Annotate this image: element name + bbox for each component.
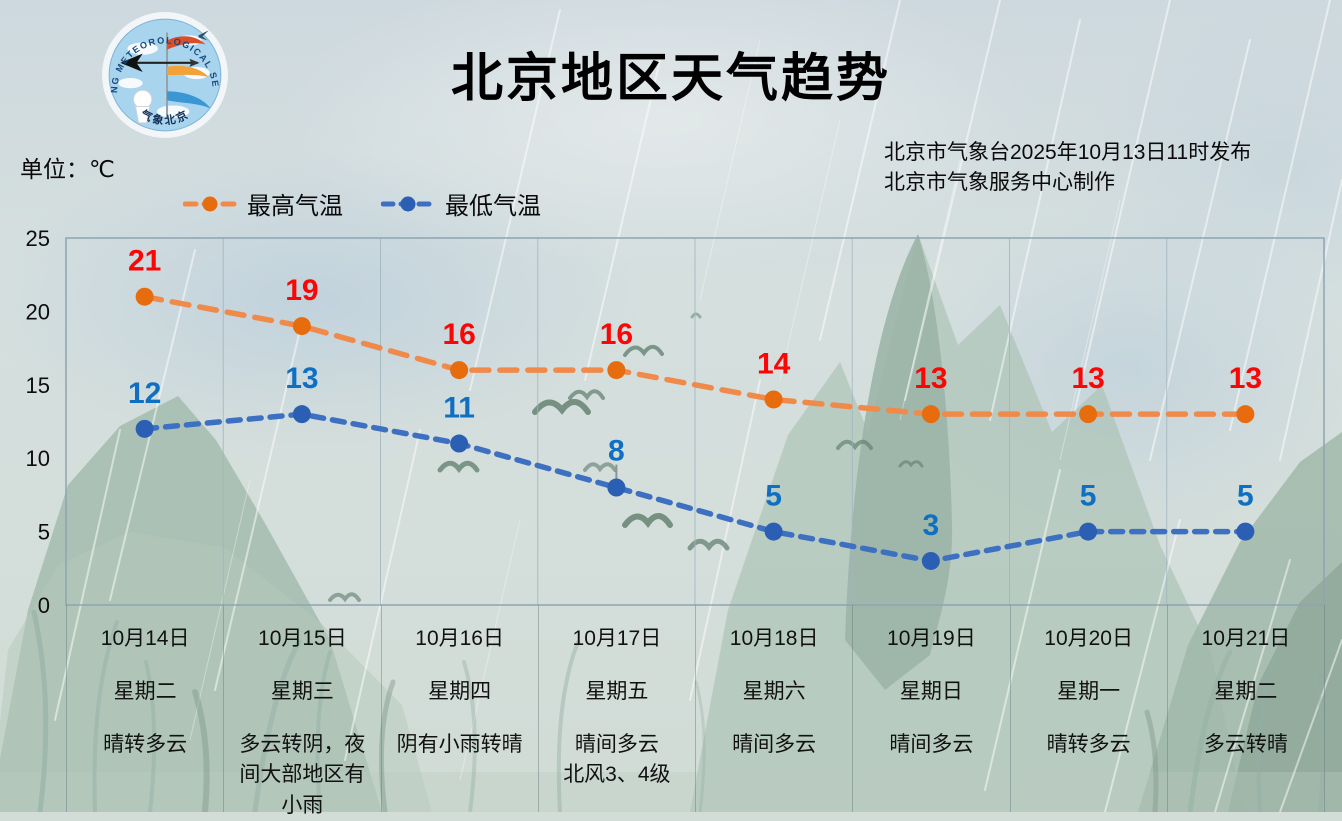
date-label: 10月18日 <box>729 627 819 650</box>
day-column: 10月17日 星期五晴间多云 北风3、4级 <box>537 605 695 812</box>
issue-info: 北京市气象台2025年10月13日11时发布 北京市气象服务中心制作 <box>884 138 1251 198</box>
weather-label: 晴转多云 <box>1046 733 1131 756</box>
day-column: 10月15日 星期三多云转阴，夜间大部地区有小雨 <box>223 605 380 817</box>
date-label: 10月21日 <box>1201 627 1291 650</box>
logo-wind-vane <box>120 53 200 72</box>
weekday-label: 星期三 <box>270 680 334 703</box>
weekday-label: 星期四 <box>428 680 492 703</box>
legend-label-max-temp: 最高气温 <box>247 193 343 220</box>
date-label: 10月15日 <box>258 627 347 650</box>
date-label: 10月16日 <box>415 627 504 650</box>
issue-line-2: 北京市气象服务中心制作 <box>884 171 1115 194</box>
weather-label: 晴间多云 <box>889 733 974 756</box>
day-column: 10月19日 星期日晴间多云 <box>852 605 1009 812</box>
date-label: 10月19日 <box>887 627 976 650</box>
weekday-label: 星期二 <box>1214 680 1278 703</box>
weekday-label: 星期六 <box>742 680 806 703</box>
grass <box>31 609 1325 812</box>
day-column: 10月16日 星期四阴有小雨转晴 <box>380 605 538 812</box>
day-column: 10月20日 星期一晴转多云 <box>1009 605 1167 812</box>
weather-label: 阴有小雨转晴 <box>396 733 523 756</box>
logo-radar-dome <box>133 89 153 124</box>
weather-label: 晴间多云 北风3、4级 <box>563 733 671 787</box>
legend-label-min-temp: 最低气温 <box>445 193 541 220</box>
issue-line-1: 北京市气象台2025年10月13日11时发布 <box>884 141 1252 164</box>
weather-label: 晴间多云 <box>732 733 817 756</box>
date-label: 10月20日 <box>1044 627 1133 650</box>
unit-label: 单位：℃ <box>20 156 115 182</box>
day-column: 10月14日 星期二晴转多云 <box>66 605 223 812</box>
weekday-label: 星期二 <box>113 680 177 703</box>
weather-label: 多云转晴 <box>1203 733 1288 756</box>
beijing-meteorological-service-logo: BEIJING METEOROLOGICAL SERVICE 气象北京 <box>100 10 228 138</box>
day-column: 10月18日 星期六晴间多云 <box>695 605 852 812</box>
weekday-label: 星期日 <box>899 680 963 703</box>
legend-item-min-temp: 最低气温 <box>381 186 541 221</box>
chart-legend: 最高气温 最低气温 <box>183 186 541 221</box>
weekday-label: 星期一 <box>1057 680 1121 703</box>
date-label: 10月17日 <box>572 627 662 650</box>
max-temp-legend-marker-icon <box>183 196 237 211</box>
date-label: 10月14日 <box>100 627 190 650</box>
page-title: 北京地区天气趋势 <box>450 50 891 108</box>
weather-label: 多云转阴，夜间大部地区有小雨 <box>239 733 366 817</box>
weekday-label: 星期五 <box>585 680 649 703</box>
min-temp-legend-marker-icon <box>381 196 435 211</box>
day-column: 10月21日 星期二多云转晴 <box>1166 605 1324 812</box>
legend-item-max-temp: 最高气温 <box>183 186 343 221</box>
weather-label: 晴转多云 <box>103 733 188 756</box>
x-axis-label-table: 10月14日 星期二 晴转多云 10月15日 星期三 多云转阴，夜间大部地区有小雨 10月1… <box>66 605 1325 817</box>
logo-streamers <box>167 30 211 109</box>
